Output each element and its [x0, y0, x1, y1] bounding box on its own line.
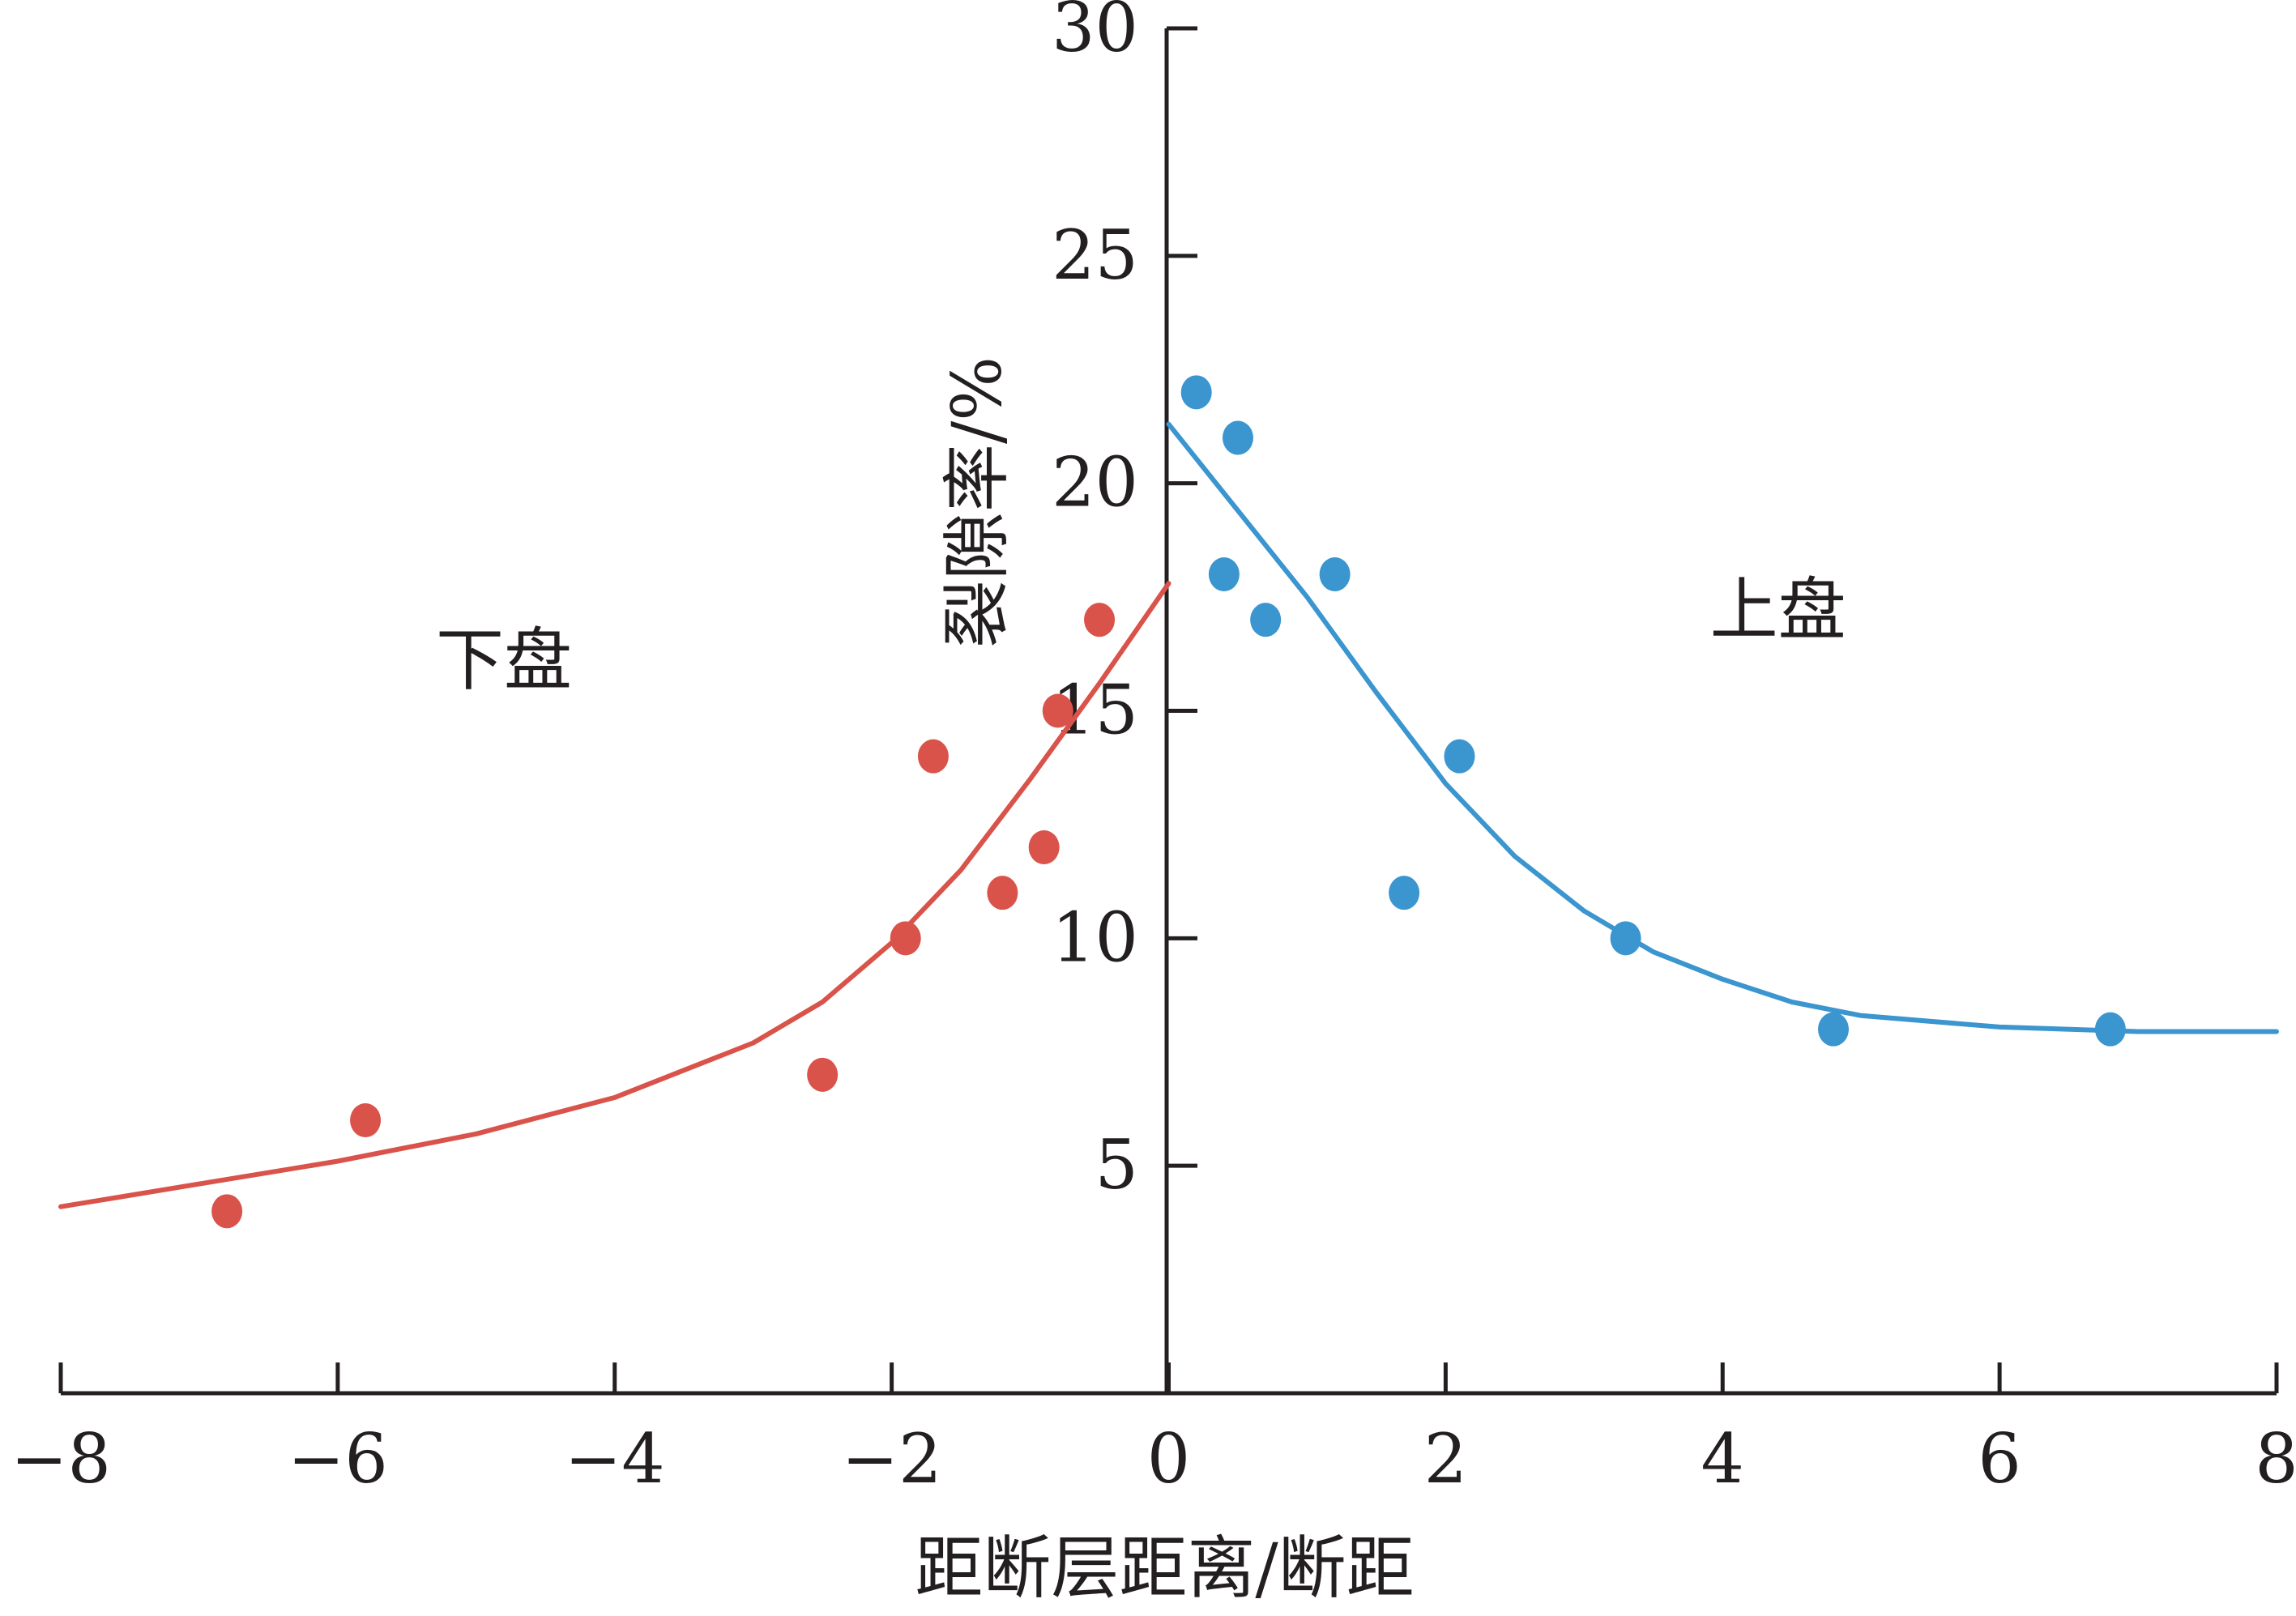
labels: 裂隙率/% 距断层距离/断距 下盘 上盘: [436, 356, 1846, 1608]
data-point-series-0: [987, 876, 1018, 910]
data-point-series-0: [807, 1057, 839, 1092]
data-point-series-0: [350, 1103, 382, 1137]
data-points: [211, 375, 2126, 1229]
fit-curve-series-1: [1166, 421, 2279, 1034]
data-point-series-1: [1222, 420, 1253, 455]
fit-curve-series-0: [58, 581, 1171, 1209]
x-tick-label: −4: [565, 1419, 665, 1499]
x-axis-title: 距断层距离/断距: [915, 1529, 1414, 1608]
data-point-series-0: [1028, 830, 1060, 864]
y-axis-title: 裂隙率/%: [937, 356, 1017, 648]
x-tick-label: 6: [1978, 1419, 2021, 1499]
data-point-series-1: [1319, 557, 1351, 591]
data-point-series-0: [890, 921, 921, 956]
data-point-series-0: [211, 1194, 243, 1229]
y-tick-label: 5: [1095, 1125, 1138, 1205]
data-point-series-1: [1208, 557, 1240, 591]
x-tick-label: −8: [11, 1419, 111, 1499]
data-point-series-1: [2094, 1012, 2126, 1047]
y-tick-label: 20: [1052, 443, 1138, 522]
data-point-series-1: [1444, 739, 1475, 774]
data-point-series-0: [1084, 603, 1116, 637]
y-tick-label: 25: [1052, 215, 1138, 295]
data-point-series-1: [1818, 1012, 1849, 1047]
x-tick-label: 0: [1147, 1419, 1190, 1499]
x-tick-label: 2: [1424, 1419, 1467, 1499]
x-tick-label: −6: [288, 1419, 388, 1499]
x-tick-label: 8: [2255, 1419, 2296, 1499]
y-tick-label: 30: [1052, 0, 1138, 67]
data-point-series-1: [1389, 876, 1420, 910]
x-tick-label: −2: [842, 1419, 942, 1499]
x-tick-label: 4: [1701, 1419, 1744, 1499]
data-point-series-1: [1250, 603, 1282, 637]
data-point-series-1: [1610, 921, 1641, 956]
data-point-series-1: [1180, 375, 1212, 410]
annotation-hangingwall: 上盘: [1710, 570, 1846, 650]
data-point-series-0: [917, 739, 949, 774]
y-tick-label: 10: [1052, 898, 1138, 977]
data-point-series-0: [1042, 693, 1073, 728]
annotation-footwall: 下盘: [436, 620, 572, 700]
